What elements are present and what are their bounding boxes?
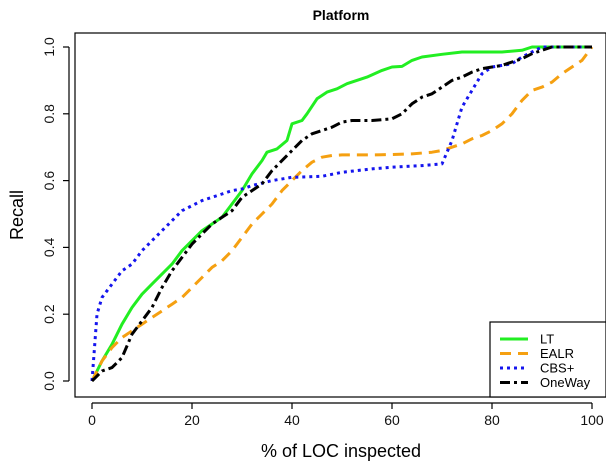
y-tick-label: 0.8 [41,104,57,124]
x-tick-label: 40 [284,412,300,428]
legend-label: LT [540,332,554,347]
legend-box [489,321,606,398]
chart-title: Platform [313,7,370,23]
x-tick-label: 20 [184,412,200,428]
x-tick-label: 80 [484,412,500,428]
series-layer [90,45,594,383]
x-axis: 0 20 40 60 80 100 [88,402,604,428]
y-tick-label: 0.4 [41,237,57,257]
legend-label: CBS+ [540,361,574,376]
series-line-lt [90,45,592,382]
y-axis-title: Recall [7,190,27,240]
plot-frame [74,32,606,398]
y-tick-label: 1.0 [41,37,57,57]
x-tick-label: 0 [88,412,96,428]
legend-label: OneWay [540,375,591,390]
series-line-oneway [90,45,592,383]
y-tick-label: 0.0 [41,371,57,391]
x-tick-label: 100 [580,412,604,428]
y-tick-label: 0.2 [41,304,57,324]
y-tick-label: 0.6 [41,171,57,191]
legend-label: EALR [540,346,574,361]
y-axis: 0.0 0.2 0.4 0.6 0.8 1.0 [41,37,70,391]
x-tick-label: 60 [384,412,400,428]
x-axis-title: % of LOC inspected [261,441,421,461]
